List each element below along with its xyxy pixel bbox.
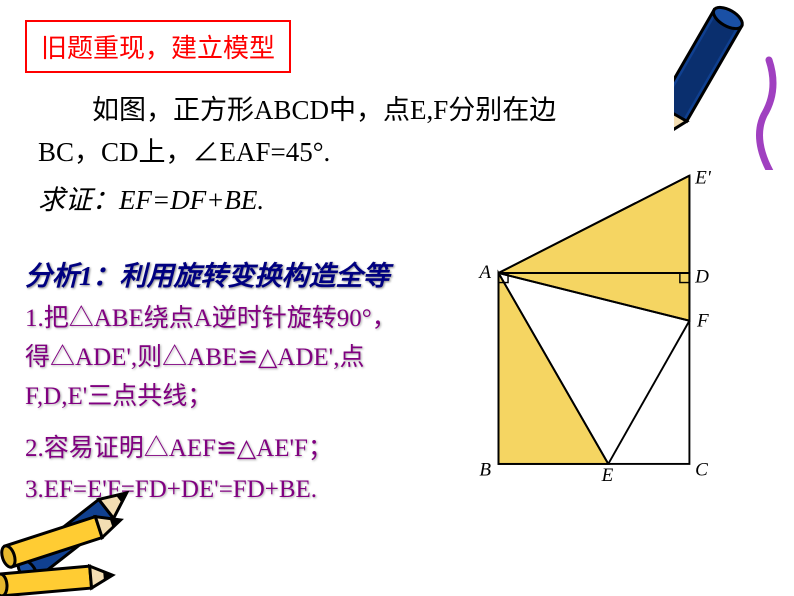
pencils-bottomleft-icon — [0, 466, 170, 596]
problem-text: 如图，正方形ABCD中，点E,F分别在边BC，CD上，∠EAF=45°. — [38, 90, 598, 174]
step-1: 1.把△ABE绕点A逆时针旋转90°，得△ADE',则△ABE≌△ADE',点F… — [25, 300, 405, 416]
label-C: C — [695, 459, 708, 480]
title-text: 旧题重现，建立模型 — [41, 34, 275, 63]
slide: 旧题重现，建立模型 如图，正方形ABCD中，点E,F分别在边BC，CD上，∠EA… — [0, 0, 794, 596]
label-D: D — [694, 267, 709, 288]
label-F: F — [696, 310, 709, 331]
label-Eprime: E' — [694, 168, 712, 188]
geometry-diagram: A B C D E F E' — [454, 168, 732, 483]
proof-goal: 求证：EF=DF+BE. — [38, 178, 264, 217]
label-A: A — [477, 262, 491, 283]
segment-EF — [608, 321, 689, 464]
label-B: B — [479, 459, 491, 480]
label-E: E — [601, 465, 614, 483]
title-box: 旧题重现，建立模型 — [25, 20, 291, 73]
step-2: 2.容易证明△AEF≌△AE'F； — [25, 428, 333, 464]
pencil-topright-icon — [674, 0, 794, 170]
analysis-heading: 分析1：利用旋转变换构造全等 — [25, 254, 390, 293]
